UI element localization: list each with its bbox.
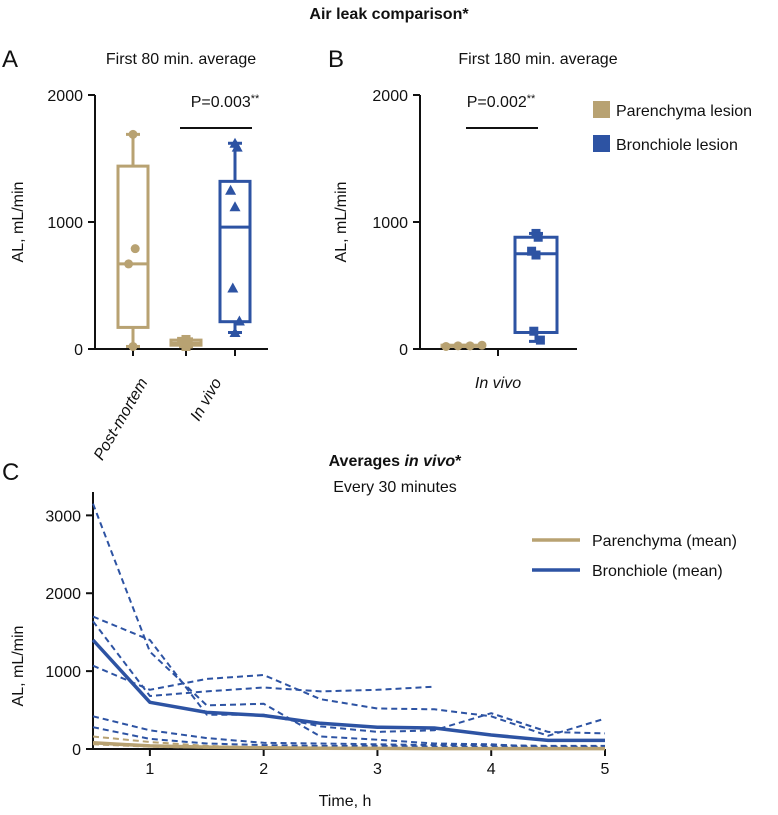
data-point (535, 335, 545, 345)
panel-a-y-tick-label: 2000 (47, 88, 83, 105)
panel-c-x-axis-label: Time, h (319, 793, 372, 810)
legend-swatch-parenchyma-lesion (593, 101, 610, 118)
panel-a-significance: P=0.003** (191, 93, 260, 111)
series-bronchiole-mean (91, 638, 605, 743)
data-point (229, 201, 241, 212)
panel-b-y-tick-label: 1000 (372, 215, 408, 232)
data-point (128, 129, 138, 139)
data-point (124, 259, 134, 269)
data-point (227, 282, 239, 293)
panel-c-y-tick-label: 1000 (45, 664, 81, 681)
panel-c-title: Averages in vivo* (329, 453, 463, 470)
panel-a-subtitle: First 80 min. average (106, 51, 256, 68)
data-point (531, 250, 541, 260)
series-bronchiole-individual-4 (92, 664, 606, 737)
panel-b-y-tick-label: 2000 (372, 88, 408, 105)
data-point (477, 340, 487, 350)
data-point (229, 326, 241, 337)
legend-label-parenchyma-lesion: Parenchyma lesion (616, 103, 752, 120)
series-parenchyma-mean (92, 741, 605, 751)
data-point (225, 184, 237, 195)
series-bronchiole-individual-5 (92, 715, 605, 747)
panel-c-y-tick-label: 2000 (45, 586, 81, 603)
panel-b-boxplot: 0 1000 2000 In vivo (372, 88, 577, 392)
panel-a-box-in-vivo-bronchiole-lesion (218, 137, 252, 337)
panel-c-x-tick-label: 5 (601, 761, 610, 778)
series-bronchiole-individual-1 (92, 503, 606, 750)
panel-a-box-in-vivo-parenchyma-lesion (169, 334, 203, 351)
panel-c-x-tick-label: 3 (373, 761, 382, 778)
legend-label-bronchiole-mean: Bronchiole (mean) (592, 563, 723, 580)
panel-label-b: B (328, 46, 344, 73)
data-point (453, 341, 463, 351)
data-point (130, 244, 140, 254)
panel-b-y-tick-label: 0 (399, 342, 408, 359)
panel-b-box-in-vivo-bronchiole-lesion (513, 228, 559, 345)
data-point (465, 341, 475, 351)
panel-c-x-tick-label: 1 (145, 761, 154, 778)
box-iqr (116, 164, 150, 329)
panel-c-x-tick-label: 2 (259, 761, 268, 778)
data-point (181, 334, 191, 344)
data-point (441, 341, 451, 351)
panel-a-box-post-mortem-parenchyma-lesion (116, 129, 150, 351)
panel-b-box-in-vivo-parenchyma-lesion (440, 340, 487, 351)
panel-a-y-axis-label: AL, mL/min (10, 182, 27, 263)
panel-b-subtitle: First 180 min. average (458, 51, 617, 68)
panel-label-a: A (2, 46, 18, 73)
panel-b-y-axis-label: AL, mL/min (333, 182, 350, 263)
panel-label-c: C (2, 459, 19, 486)
series-bronchiole-individual-3 (92, 620, 435, 697)
panel-c-x-tick-label: 4 (487, 761, 496, 778)
data-point (231, 141, 243, 152)
panel-a-y-tick-label: 0 (74, 342, 83, 359)
panel-b-x-tick-label-in-vivo: In vivo (475, 375, 521, 392)
data-point (533, 232, 543, 242)
panel-a-y-tick-label: 1000 (47, 215, 83, 232)
panel-c-y-tick-label: 0 (72, 742, 81, 759)
panel-c-line-chart: 0 1000 2000 3000 1 2 3 4 5 (45, 492, 610, 778)
legend-label-parenchyma-mean: Parenchyma (mean) (592, 533, 737, 550)
data-point (128, 341, 138, 351)
legend-swatch-bronchiole-lesion (593, 135, 610, 152)
panel-c-y-axis-label: AL, mL/min (10, 626, 27, 707)
panel-a-boxplot: 0 1000 2000 Post-mortem In vivo (47, 88, 268, 463)
data-point (233, 315, 245, 326)
panel-b-significance: P=0.002** (467, 93, 536, 111)
series-bronchiole-individual-2 (92, 615, 606, 735)
data-point (529, 326, 539, 336)
series-parenchyma-individual-1 (92, 735, 605, 750)
panel-c-subtitle: Every 30 minutes (333, 479, 457, 496)
legend-label-bronchiole-lesion: Bronchiole lesion (616, 137, 738, 154)
box-iqr (218, 179, 252, 324)
figure-title: Air leak comparison* (309, 6, 469, 23)
panel-a-x-tick-label-in-vivo: In vivo (188, 375, 226, 424)
panel-c-y-tick-label: 3000 (45, 508, 81, 525)
panel-a-x-tick-label-post-mortem: Post-mortem (91, 376, 152, 464)
